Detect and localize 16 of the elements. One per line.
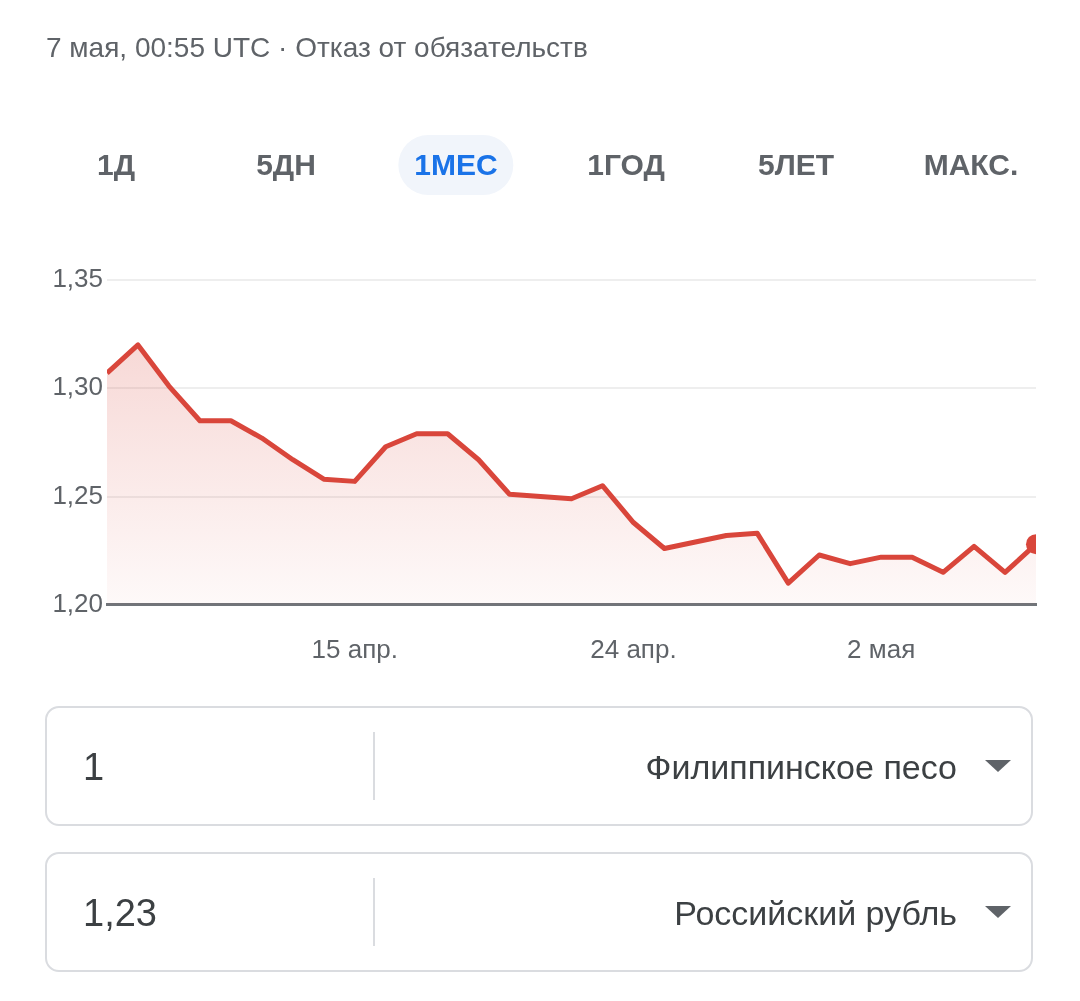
- y-tick-label: 1,30: [52, 371, 103, 402]
- y-tick-label: 1,35: [52, 263, 103, 294]
- text: 5ДН: [255, 147, 317, 183]
- converter-field: 1,23 Российский рубль: [45, 852, 1033, 972]
- text: 5ЛЕТ: [756, 147, 836, 183]
- chart-title: 7 мая, 00:55 UTC · Отказ от обязательств: [46, 32, 588, 64]
- x-tick-label: 2 мая: [847, 633, 916, 664]
- y-tick-label: 1,25: [52, 479, 103, 510]
- converter-field: 1 Филиппинское песо: [45, 706, 1033, 826]
- x-tick-label: 24 апр.: [590, 633, 677, 664]
- text: МАКС.: [922, 147, 1020, 183]
- text: 1МЕС: [398, 135, 514, 195]
- text: 1ГОД: [586, 147, 666, 183]
- x-tick-label: 15 апр.: [311, 633, 398, 664]
- text: 1Д: [95, 147, 137, 183]
- y-tick-label: 1,20: [52, 587, 103, 618]
